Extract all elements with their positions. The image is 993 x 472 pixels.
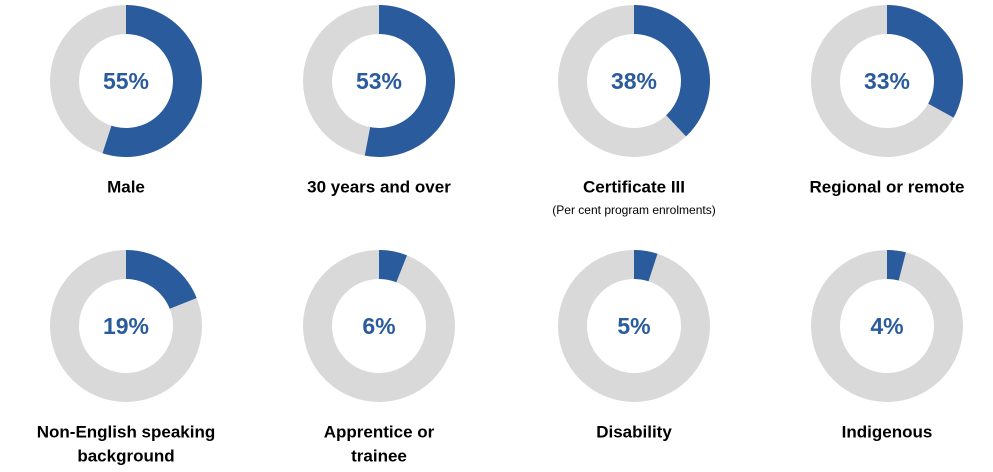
value-label: 6% (362, 313, 395, 339)
donut-segment (887, 5, 964, 118)
donut-segment (887, 250, 906, 281)
donut-segment (364, 5, 455, 157)
donut-label: Non-English speaking (37, 422, 216, 441)
donut-label: Apprentice or (324, 422, 435, 441)
value-label: 19% (103, 313, 149, 339)
donut-label: 30 years and over (307, 177, 451, 196)
donut-segment (379, 250, 407, 283)
donut-label: Certificate III (583, 177, 685, 196)
value-label: 4% (870, 313, 903, 339)
value-label: 33% (864, 68, 910, 94)
value-label: 38% (611, 68, 657, 94)
donut-label: trainee (351, 446, 407, 465)
value-label: 53% (356, 68, 402, 94)
donut-subtitle: (Per cent program enrolments) (552, 203, 715, 217)
donut-label: background (77, 446, 174, 465)
value-label: 5% (617, 313, 650, 339)
donut-label: Male (107, 177, 145, 196)
donut-label: Regional or remote (810, 177, 965, 196)
donut-segment (634, 250, 658, 282)
value-label: 55% (103, 68, 149, 94)
donut-segment (126, 250, 197, 309)
donut-segment (634, 5, 710, 137)
donut-label: Indigenous (842, 422, 933, 441)
donut-label: Disability (596, 422, 672, 441)
donut-segment (102, 5, 202, 157)
